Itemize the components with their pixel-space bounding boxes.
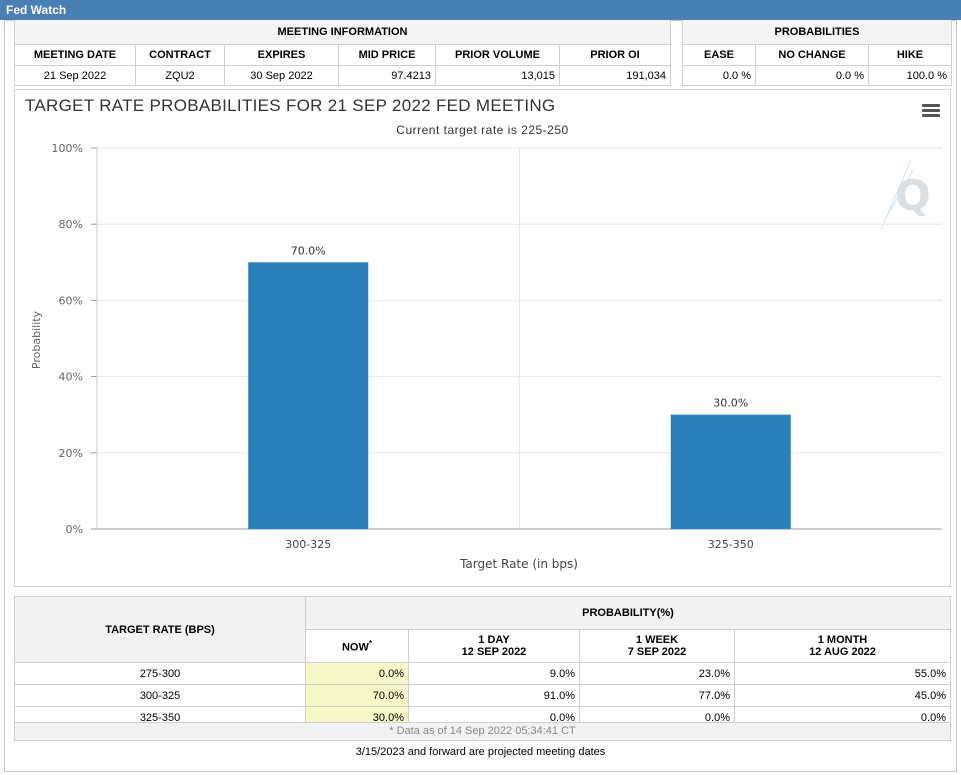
col-1-week-date: 7 SEP 2022 [627,646,687,658]
rate-cell: 275-300 [14,662,306,685]
expires-value: 30 Sep 2022 [224,65,339,86]
col-prior-volume: PRIOR VOLUME [435,44,560,66]
week-cell: 77.0% [579,684,735,707]
col-1-day: 1 DAY 12 SEP 2022 [408,629,580,663]
col-1-week: 1 WEEK 7 SEP 2022 [579,629,735,663]
bar-325-350 [670,414,791,529]
y-axis-title: Probability [30,310,43,369]
col-hike: HIKE [868,44,952,66]
hamburger-menu-icon[interactable] [922,104,940,118]
y-tick-label: 100% [52,142,83,155]
col-1-day-label: 1 DAY [478,634,510,646]
col-expires: EXPIRES [224,44,339,66]
table-row: 300-325 70.0% 91.0% 77.0% 45.0% [14,684,951,707]
probability-history-table: TARGET RATE (BPS) PROBABILITY(%) NOW* 1 … [14,596,951,729]
probabilities-table: PROBABILITIES EASE NO CHANGE HIKE 0.0 % … [682,20,952,86]
col-now: NOW* [305,629,409,663]
target-rate-chart: TARGET RATE PROBABILITIES FOR 21 SEP 202… [14,89,951,587]
prior-oi-value: 191,034 [559,65,671,86]
col-1-month-date: 12 AUG 2022 [809,646,876,658]
meeting-info-header: MEETING INFORMATION [14,20,671,45]
contract-value: ZQU2 [135,65,225,86]
y-tick-label: 0% [66,523,83,536]
meeting-date-value: 21 Sep 2022 [14,65,136,86]
x-axis-title: Target Rate (in bps) [459,557,578,571]
prior-volume-value: 13,015 [435,65,560,86]
bar-data-label: 30.0% [713,397,748,410]
table-row: 275-300 0.0% 9.0% 23.0% 55.0% [14,662,951,685]
col-mid-price: MID PRICE [338,44,436,66]
meeting-information-table: MEETING INFORMATION MEETING DATE CONTRAC… [14,20,671,86]
rate-cell: 300-325 [14,684,306,707]
col-no-change: NO CHANGE [755,44,869,66]
col-1-month: 1 MONTH 12 AUG 2022 [734,629,951,663]
ease-value: 0.0 % [682,65,756,86]
chart-subtitle: Current target rate is 225-250 [396,123,569,137]
no-change-value: 0.0 % [755,65,869,86]
y-tick-label: 80% [59,218,83,231]
month-cell: 55.0% [734,662,951,685]
col-contract: CONTRACT [135,44,225,66]
col-1-month-label: 1 MONTH [817,634,868,646]
col-meeting-date: MEETING DATE [14,44,136,66]
chart-plot: Q 0% 20% 40% 60% 80% 100% 70.0% 300-325 30.0% 32… [30,142,942,571]
bar-300-325 [248,262,369,529]
x-tick-label: 300-325 [285,538,331,551]
target-rate-header: TARGET RATE (BPS) [14,596,306,663]
bar-data-label: 70.0% [291,244,326,257]
y-tick-label: 60% [59,294,83,307]
col-1-week-label: 1 WEEK [635,634,679,646]
day-cell: 9.0% [408,662,580,685]
now-cell: 0.0% [305,662,409,685]
day-cell: 91.0% [408,684,580,707]
hike-value: 100.0 % [868,65,952,86]
projected-dates-note: 3/15/2023 and forward are projected meet… [355,746,606,758]
window-title: Fed Watch [0,0,961,20]
x-tick-label: 325-350 [708,538,754,551]
q-watermark-icon: Q [880,159,931,231]
y-tick-label: 20% [59,447,83,460]
now-cell: 70.0% [305,684,409,707]
col-ease: EASE [682,44,756,66]
col-now-label: NOW [341,641,369,654]
col-prior-oi: PRIOR OI [559,44,671,66]
now-asterisk: * [368,638,372,648]
data-timestamp-note: * Data as of 14 Sep 2022 05:34:41 CT [14,722,951,741]
month-cell: 45.0% [734,684,951,707]
mid-price-value: 97.4213 [338,65,436,86]
col-1-day-date: 12 SEP 2022 [461,646,527,658]
probabilities-header: PROBABILITIES [682,20,952,45]
svg-text:Q: Q [895,171,931,220]
week-cell: 23.0% [579,662,735,685]
y-tick-label: 40% [59,371,83,384]
probability-group-header: PROBABILITY(%) [305,596,951,630]
chart-title: TARGET RATE PROBABILITIES FOR 21 SEP 202… [25,96,556,115]
